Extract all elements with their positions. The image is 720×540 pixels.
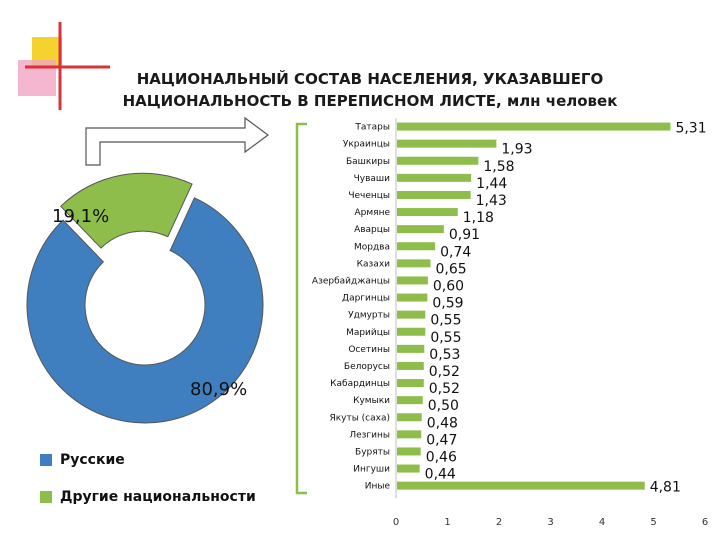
- category-label: Мордва: [354, 242, 390, 252]
- bar-value-label: 0,52: [429, 381, 460, 397]
- bar-value-label: 0,44: [425, 467, 456, 483]
- bar-value-label: 0,74: [440, 244, 471, 260]
- x-tick-label: 6: [702, 517, 708, 528]
- legend-swatch-blue: [40, 454, 52, 466]
- decor-squares: [18, 22, 110, 110]
- chart-title-line1: НАЦИОНАЛЬНЫЙ СОСТАВ НАСЕЛЕНИЯ, УКАЗАВШЕГ…: [136, 70, 604, 88]
- bar-value-label: 1,18: [463, 210, 494, 226]
- category-label: Татары: [354, 123, 390, 133]
- bar-value-label: 0,65: [435, 261, 466, 277]
- x-tick-label: 3: [547, 517, 553, 528]
- bar-value-label: 0,91: [449, 227, 480, 243]
- category-label: Лезгины: [349, 430, 390, 440]
- bar-chart: Татары 5,31 Украинцы 1,93 Башкиры 1,58 Чуваши 1…: [312, 118, 708, 528]
- bar-value-label: 0,53: [429, 347, 460, 363]
- category-label: Ингуши: [353, 465, 390, 475]
- category-label: Аварцы: [354, 225, 390, 235]
- category-label: Марийцы: [346, 328, 390, 338]
- bar-bracket: [295, 122, 307, 495]
- x-tick-label: 0: [393, 517, 399, 528]
- bar-value-label: 0,55: [430, 313, 461, 329]
- donut-label-others: 19,1%: [52, 206, 109, 227]
- chart-title-main: НАЦИОНАЛЬНОСТЬ В ПЕРЕПИСНОМ ЛИСТЕ,: [122, 92, 502, 110]
- bar: [397, 430, 422, 439]
- decor-pink-square: [18, 60, 56, 96]
- bar-value-label: 0,50: [428, 398, 459, 414]
- bar-value-label: 4,81: [650, 480, 681, 496]
- legend-label-others: Другие национальности: [60, 489, 256, 505]
- bar-value-label: 0,52: [429, 364, 460, 380]
- category-label: Даргинцы: [342, 294, 390, 304]
- bar: [397, 208, 458, 217]
- chart-title-unit: млн человек: [506, 92, 618, 110]
- bar: [397, 276, 428, 285]
- category-label: Осетины: [348, 345, 390, 355]
- bar: [397, 173, 472, 182]
- category-label: Кабардинцы: [330, 379, 390, 389]
- bar: [397, 293, 428, 302]
- category-label: Буряты: [355, 447, 390, 457]
- category-label: Якуты (саха): [329, 413, 390, 423]
- connector-arrow-outline: [85, 116, 270, 166]
- donut-slice-others: [59, 172, 193, 249]
- donut-slice-russians: [26, 197, 264, 424]
- legend-item-others: Другие национальности: [40, 489, 256, 505]
- x-tick-label: 2: [496, 517, 502, 528]
- category-label: Армяне: [355, 208, 391, 218]
- bar-value-label: 1,93: [501, 142, 532, 158]
- bar-value-label: 5,31: [675, 121, 706, 137]
- bar-value-label: 0,55: [430, 330, 461, 346]
- bar: [397, 447, 421, 456]
- bar: [397, 464, 420, 473]
- x-tick-label: 1: [444, 517, 450, 528]
- bar: [397, 361, 424, 370]
- bar: [397, 259, 431, 268]
- bar-value-label: 0,59: [432, 296, 463, 312]
- category-label: Башкиры: [346, 157, 390, 167]
- category-label: Украинцы: [343, 140, 390, 150]
- chart-title-line2: НАЦИОНАЛЬНОСТЬ В ПЕРЕПИСНОМ ЛИСТЕ, млн ч…: [60, 92, 680, 110]
- bar: [397, 225, 444, 234]
- bar: [397, 481, 645, 490]
- category-label: Иные: [365, 482, 391, 492]
- bar-value-label: 1,58: [483, 159, 514, 175]
- bar-value-label: 1,44: [476, 176, 507, 192]
- category-label: Кумыки: [353, 396, 390, 406]
- bar-value-label: 0,48: [427, 415, 458, 431]
- bar: [397, 379, 424, 388]
- bar: [397, 310, 426, 319]
- category-label: Казахи: [357, 259, 391, 269]
- category-label: Чеченцы: [348, 191, 390, 201]
- bar: [397, 344, 425, 353]
- bar: [397, 242, 436, 251]
- category-label: Азербайджанцы: [312, 276, 390, 286]
- bar: [397, 327, 426, 336]
- bar-value-label: 1,43: [476, 193, 507, 209]
- bar: [397, 190, 471, 199]
- category-label: Чуваши: [354, 174, 391, 184]
- bar: [397, 122, 671, 131]
- bar: [397, 139, 497, 148]
- bar-value-label: 0,60: [433, 278, 464, 294]
- bar: [397, 396, 423, 405]
- x-tick-label: 4: [599, 517, 605, 528]
- bar: [397, 413, 422, 422]
- bar-value-label: 0,46: [426, 449, 457, 465]
- legend-swatch-green: [40, 491, 52, 503]
- category-label: Удмурты: [348, 311, 390, 321]
- x-tick-label: 5: [650, 517, 656, 528]
- bar: [397, 156, 479, 165]
- legend-label-russians: Русские: [60, 452, 125, 468]
- bar-value-label: 0,47: [426, 432, 457, 448]
- donut-label-russians: 80,9%: [190, 379, 247, 400]
- category-label: Белорусы: [344, 362, 390, 372]
- donut-chart: 80,9% 19,1%: [26, 172, 264, 424]
- legend-item-russians: Русские: [40, 452, 125, 468]
